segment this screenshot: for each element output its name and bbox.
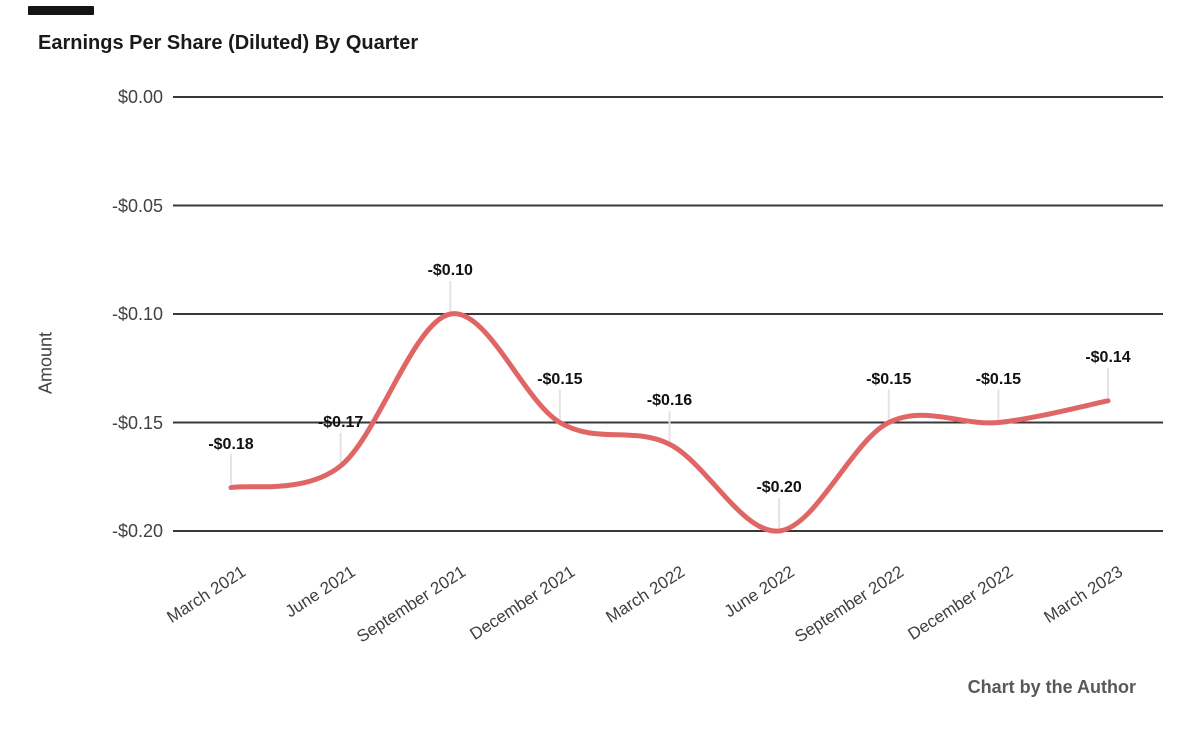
attribution: Chart by the Author [967,677,1136,697]
y-tick-label: -$0.05 [111,195,163,216]
data-point-label: -$0.14 [1085,348,1131,366]
top-left-artifact [28,6,94,15]
data-point-label: -$0.15 [866,370,912,388]
data-point-label: -$0.18 [208,435,254,453]
y-tick-label: $0.00 [117,87,163,107]
series-line [228,311,1111,534]
data-point-label: -$0.20 [756,479,802,496]
chart-title: Earnings Per Share (Diluted) By Quarter [38,32,419,54]
data-point-label: -$0.15 [975,370,1022,388]
data-point-label: -$0.16 [646,392,693,410]
y-tick-label: -$0.20 [111,521,163,541]
data-point-label: -$0.10 [427,262,473,279]
y-tick-label: -$0.15 [111,412,163,433]
data-point-label: -$0.15 [537,370,583,388]
data-point-label: -$0.17 [317,413,364,431]
y-tick-label: -$0.10 [111,304,163,324]
